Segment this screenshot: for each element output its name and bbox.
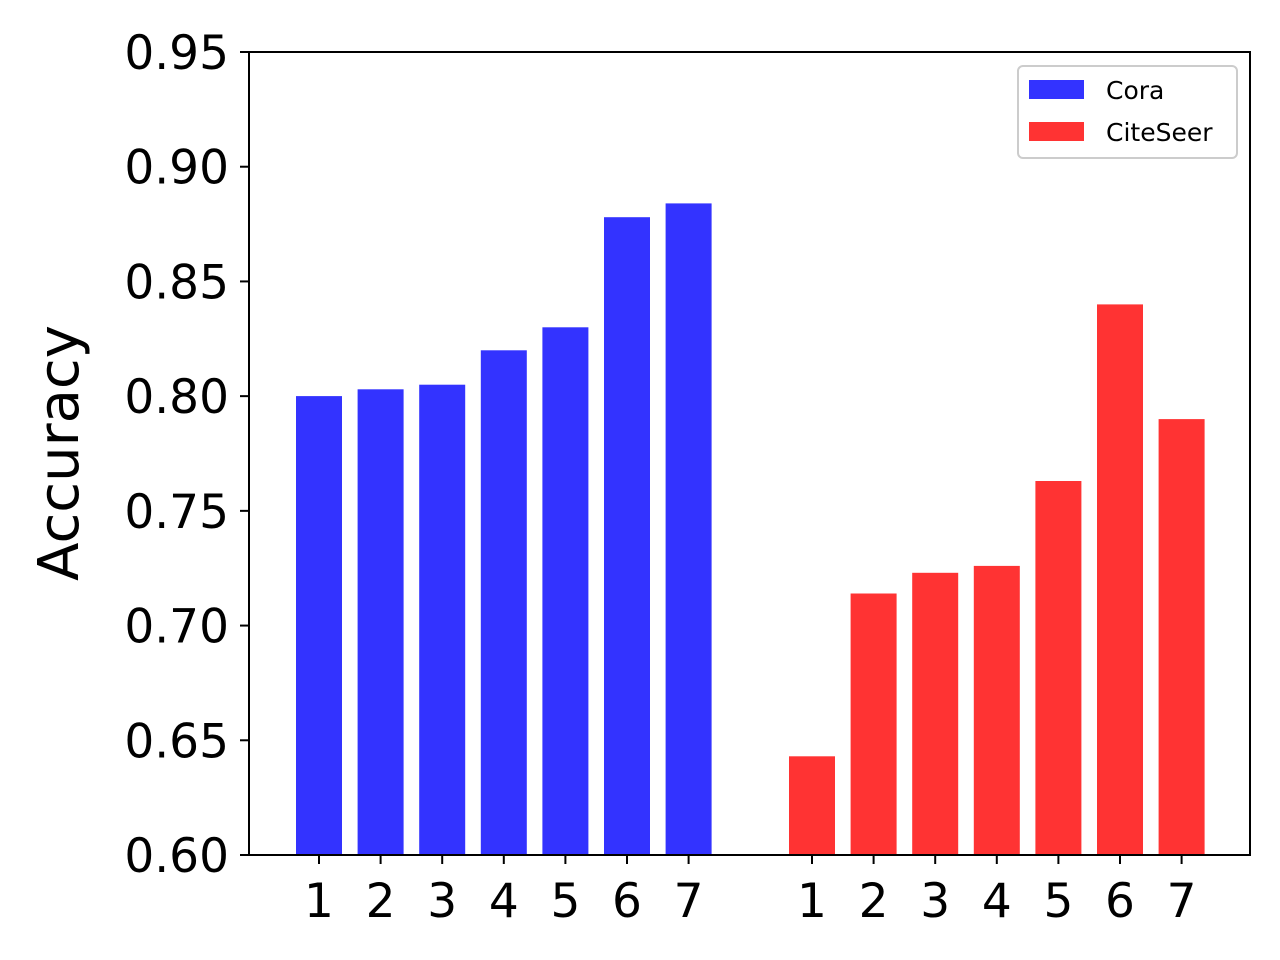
y-axis-label: Accuracy <box>27 325 92 581</box>
bar-cora-7 <box>665 203 712 855</box>
y-tick-label-0.75: 0.75 <box>124 485 229 540</box>
x-tick-label-cora-4: 4 <box>489 874 519 929</box>
legend: Cora CiteSeer <box>1017 65 1238 159</box>
y-axis: 0.60 0.65 0.70 0.75 0.80 0.85 0.90 0.95 <box>124 26 249 884</box>
bar-cora-5 <box>542 327 589 855</box>
legend-swatch-cora <box>1029 80 1084 99</box>
x-tick-label-citeseer-6: 6 <box>1105 874 1135 929</box>
x-tick-label-cora-1: 1 <box>304 874 334 929</box>
y-tick-label-0.70: 0.70 <box>124 600 229 655</box>
y-tick-label-0.60: 0.60 <box>124 829 229 884</box>
x-tick-label-cora-3: 3 <box>427 874 457 929</box>
y-tick-label-0.80: 0.80 <box>124 370 229 425</box>
legend-swatch-citeseer <box>1029 122 1084 141</box>
x-tick-label-citeseer-4: 4 <box>982 874 1012 929</box>
y-tick-label-0.65: 0.65 <box>124 714 229 769</box>
x-tick-label-cora-6: 6 <box>612 874 642 929</box>
x-tick-label-citeseer-1: 1 <box>797 874 827 929</box>
y-tick-label-0.95: 0.95 <box>124 26 229 81</box>
bar-citeseer-6 <box>1097 304 1143 855</box>
bars-layer <box>296 203 1205 855</box>
x-tick-label-citeseer-2: 2 <box>859 874 889 929</box>
bar-cora-2 <box>357 389 404 855</box>
y-tick-label-0.85: 0.85 <box>124 255 229 310</box>
x-tick-label-cora-5: 5 <box>550 874 580 929</box>
x-tick-label-cora-2: 2 <box>366 874 396 929</box>
bar-cora-3 <box>419 384 466 855</box>
bar-cora-6 <box>604 217 650 855</box>
y-tick-label-0.90: 0.90 <box>124 141 229 196</box>
bar-citeseer-5 <box>1035 481 1082 855</box>
x-tick-label-citeseer-3: 3 <box>920 874 950 929</box>
bar-cora-4 <box>480 350 527 855</box>
bar-cora-1 <box>296 396 342 855</box>
x-tick-label-citeseer-5: 5 <box>1043 874 1073 929</box>
bar-citeseer-1 <box>789 756 835 855</box>
legend-label-cora: Cora <box>1106 76 1164 105</box>
plot-frame <box>248 51 1251 856</box>
x-tick-label-citeseer-7: 7 <box>1167 874 1197 929</box>
bar-citeseer-2 <box>850 593 897 855</box>
legend-label-citeseer: CiteSeer <box>1106 118 1213 147</box>
bar-citeseer-4 <box>973 565 1020 855</box>
bar-citeseer-7 <box>1158 419 1205 855</box>
bar-citeseer-3 <box>912 572 959 855</box>
x-tick-label-cora-7: 7 <box>674 874 704 929</box>
